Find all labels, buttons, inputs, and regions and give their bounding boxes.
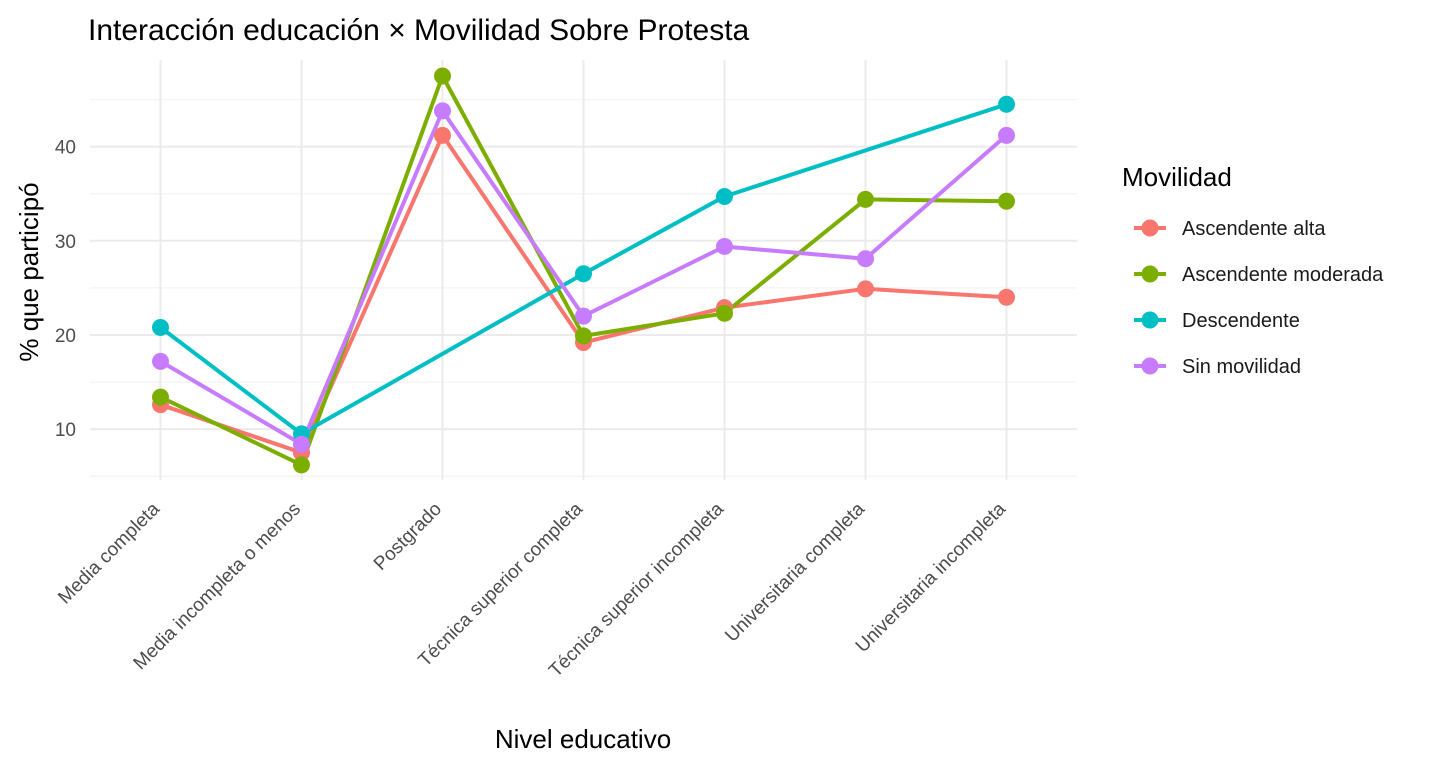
data-point bbox=[434, 102, 451, 120]
legend-item: Descendente bbox=[1134, 310, 1300, 332]
y-axis-ticks: 10 20 30 40 bbox=[55, 138, 76, 442]
data-point bbox=[998, 95, 1015, 113]
legend-item: Ascendente alta bbox=[1134, 218, 1326, 240]
legend-item: Ascendente moderada bbox=[1134, 264, 1384, 286]
data-point bbox=[434, 126, 451, 144]
x-tick-label: Universitaria completa bbox=[721, 498, 869, 646]
data-point bbox=[575, 327, 592, 345]
legend: Movilidad Ascendente alta Ascendente mode… bbox=[1122, 162, 1384, 378]
data-point bbox=[152, 318, 169, 336]
data-point bbox=[857, 190, 874, 208]
y-tick-label: 40 bbox=[55, 138, 76, 159]
legend-item: Sin movilidad bbox=[1134, 356, 1301, 378]
data-point bbox=[575, 307, 592, 325]
legend-label: Ascendente alta bbox=[1182, 218, 1326, 240]
legend-key-point bbox=[1141, 265, 1159, 283]
data-point bbox=[575, 265, 592, 283]
data-point bbox=[998, 126, 1015, 144]
x-tick-label: Media incompleta o menos bbox=[130, 499, 305, 674]
data-point bbox=[998, 192, 1015, 210]
x-tick-label: Universitaria incompleta bbox=[852, 498, 1011, 657]
y-axis-title: % que participó bbox=[14, 182, 44, 361]
legend-label: Sin movilidad bbox=[1182, 356, 1301, 378]
data-point bbox=[293, 435, 310, 453]
legend-key-point bbox=[1141, 311, 1159, 329]
legend-key-point bbox=[1141, 219, 1159, 237]
x-axis-title: Nivel educativo bbox=[495, 724, 671, 754]
data-point bbox=[716, 188, 733, 206]
x-tick-label: Media completa bbox=[54, 498, 164, 608]
y-tick-label: 10 bbox=[55, 420, 76, 441]
data-point bbox=[716, 304, 733, 322]
series-layer bbox=[152, 67, 1015, 474]
x-tick-label: Postgrado bbox=[370, 499, 446, 575]
data-point bbox=[716, 237, 733, 255]
data-point bbox=[152, 352, 169, 370]
data-point bbox=[293, 456, 310, 474]
y-tick-label: 20 bbox=[55, 326, 76, 347]
data-point bbox=[857, 280, 874, 298]
y-tick-label: 30 bbox=[55, 232, 76, 253]
legend-label: Descendente bbox=[1182, 310, 1300, 332]
data-point bbox=[434, 67, 451, 85]
data-point bbox=[152, 388, 169, 406]
x-tick-label: Técnica superior completa bbox=[415, 498, 588, 671]
legend-key-point bbox=[1141, 357, 1159, 375]
legend-label: Ascendente moderada bbox=[1182, 264, 1384, 286]
chart-title: Interacción educación × Movilidad Sobre … bbox=[88, 14, 750, 47]
data-point bbox=[857, 250, 874, 268]
legend-title: Movilidad bbox=[1122, 162, 1232, 192]
data-point bbox=[998, 288, 1015, 306]
